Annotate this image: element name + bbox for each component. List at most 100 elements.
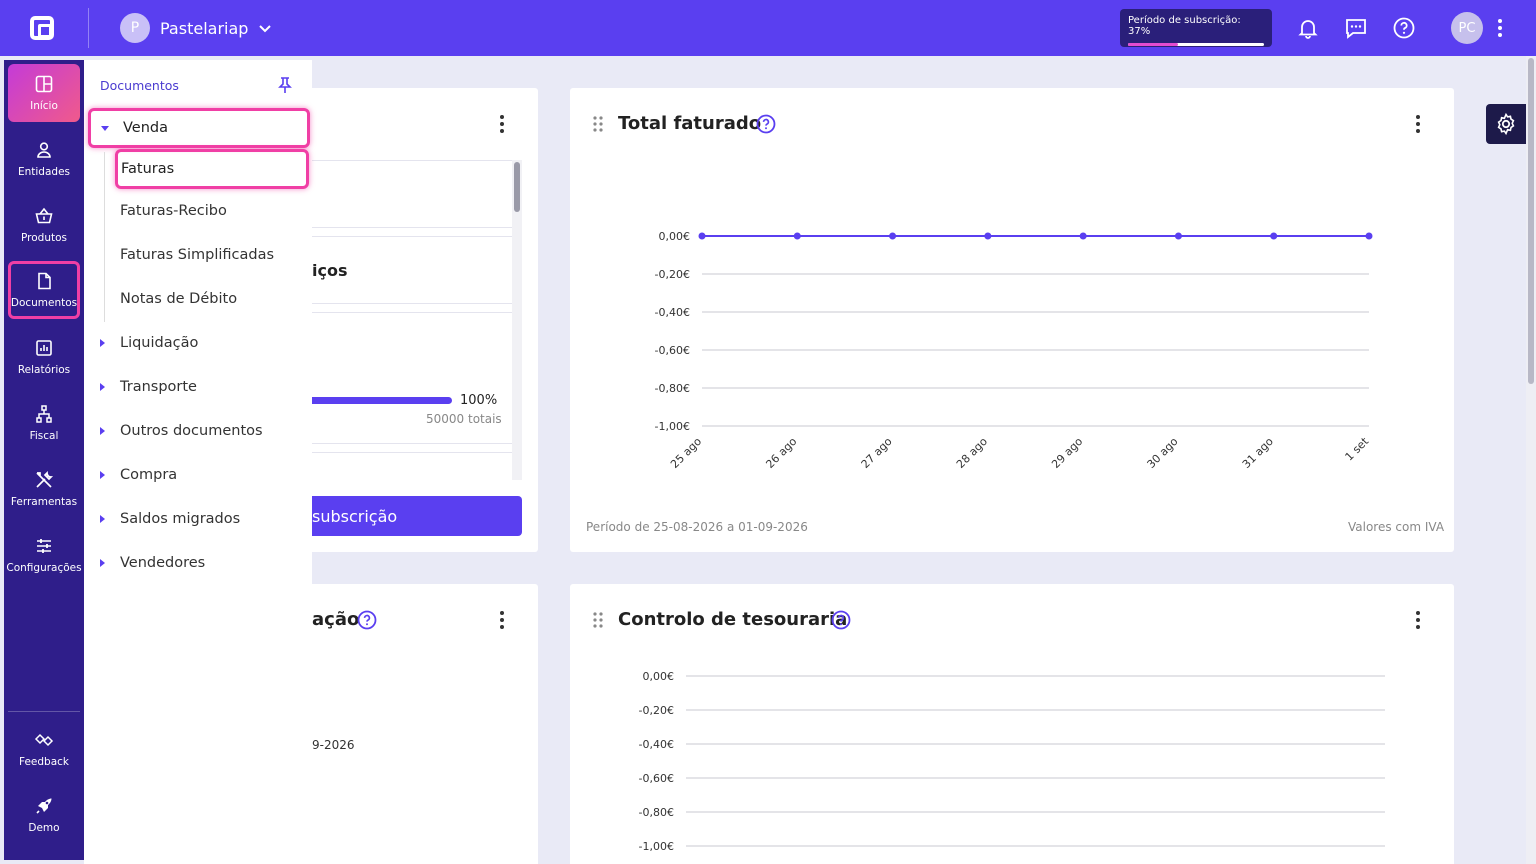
help-circle-icon[interactable] — [831, 610, 851, 630]
dashboard-settings-button[interactable] — [1486, 104, 1526, 144]
caret-right-icon — [100, 383, 105, 391]
user-icon — [37, 142, 51, 158]
data-point — [1079, 232, 1087, 240]
menu-group-transporte[interactable]: Transporte — [100, 379, 197, 395]
nav-demo[interactable]: Demo — [8, 786, 80, 844]
nav-label: Relatórios — [17, 364, 71, 376]
data-point — [1174, 232, 1182, 240]
subscription-button[interactable]: subscrição — [312, 496, 522, 536]
pin-icon[interactable] — [277, 76, 293, 94]
menu-item-label: Faturas — [121, 161, 175, 177]
menu-group-vendedores[interactable]: Vendedores — [100, 555, 205, 571]
menu-group-label: Liquidação — [120, 335, 199, 351]
bell-icon[interactable] — [1296, 16, 1320, 40]
dashboard-icon — [35, 75, 53, 93]
drag-handle-icon[interactable] — [593, 116, 603, 132]
y-tick-label: -1,00€ — [639, 840, 674, 853]
tesouraria-card — [570, 584, 1454, 864]
data-point — [1270, 232, 1278, 240]
menu-item-faturas-recibo[interactable]: Faturas-Recibo — [120, 203, 227, 219]
rail-divider — [8, 711, 80, 712]
page-scrollbar-thumb[interactable] — [1528, 58, 1534, 384]
subscription-period[interactable]: Período de subscrição: 37% — [1120, 9, 1272, 47]
menu-group-venda[interactable]: Venda — [88, 108, 310, 148]
usage-percent: 100% — [460, 393, 498, 408]
nav-fiscal[interactable]: Fiscal — [8, 394, 80, 452]
menu-group-label: Transporte — [120, 379, 197, 395]
help-circle-icon[interactable] — [756, 114, 776, 134]
y-tick-label: -0,80€ — [655, 382, 690, 395]
subscription-item — [312, 160, 514, 228]
chart-icon — [36, 340, 52, 356]
data-point — [793, 232, 801, 240]
subscription-item-heading: iços — [312, 261, 348, 280]
data-point — [984, 232, 992, 240]
help-icon[interactable] — [1392, 16, 1416, 40]
left-card-2-date: 9-2026 — [312, 738, 355, 752]
company-selector[interactable]: P Pastelariap — [120, 13, 272, 43]
y-tick-label: -0,80€ — [639, 806, 674, 819]
caret-right-icon — [100, 559, 105, 567]
rocket-icon — [36, 798, 52, 814]
nav-relatorios[interactable]: Relatórios — [8, 328, 80, 386]
card-scrollbar-thumb[interactable] — [514, 162, 520, 212]
nav-documentos[interactable]: Documentos — [8, 261, 80, 319]
menu-group-liquidacao[interactable]: Liquidação — [100, 335, 198, 351]
menu-group-saldos[interactable]: Saldos migrados — [100, 511, 240, 527]
menu-group-compra[interactable]: Compra — [100, 467, 177, 483]
y-tick-label: 0,00€ — [643, 670, 675, 683]
nav-produtos[interactable]: Produtos — [8, 196, 80, 254]
drag-handle-icon[interactable] — [593, 612, 603, 628]
sliders-icon — [37, 539, 51, 553]
card-menu-icon[interactable] — [1416, 611, 1420, 629]
menu-item-faturas-simplificadas[interactable]: Faturas Simplificadas — [120, 247, 275, 263]
card-menu-icon[interactable] — [1416, 115, 1420, 133]
y-tick-label: -1,00€ — [655, 420, 690, 433]
x-tick-label: 26 ago — [763, 435, 799, 471]
subscription-progress-bar — [1128, 43, 1264, 46]
nav-label: Fiscal — [29, 430, 59, 442]
nav-label: Demo — [28, 822, 60, 834]
nav-configuracoes[interactable]: Configurações — [6, 526, 82, 584]
help-circle-icon[interactable] — [357, 610, 377, 630]
nav-feedback[interactable]: Feedback — [8, 720, 80, 778]
nav-inicio[interactable]: Início — [8, 64, 80, 122]
card-menu-icon[interactable] — [500, 611, 504, 629]
feedback-icon — [34, 733, 54, 747]
caret-right-icon — [100, 339, 105, 347]
caret-right-icon — [100, 515, 105, 523]
total-faturado-card — [570, 88, 1454, 552]
document-icon — [38, 272, 51, 290]
usage-progress-bar — [312, 397, 452, 404]
company-avatar: P — [120, 13, 150, 43]
nav-label: Ferramentas — [10, 496, 78, 508]
menu-item-notas-debito[interactable]: Notas de Débito — [120, 291, 238, 307]
chat-icon[interactable] — [1344, 16, 1368, 40]
subscription-item: iços — [312, 236, 514, 304]
menu-item-faturas[interactable]: Faturas — [115, 149, 309, 189]
subscription-progress-fill — [1128, 43, 1179, 46]
x-tick-label: 28 ago — [954, 435, 990, 471]
x-tick-label: 31 ago — [1240, 435, 1276, 471]
nav-label: Documentos — [10, 297, 78, 309]
chart-period: Período de 25-08-2026 a 01-09-2026 — [586, 520, 808, 534]
chart-vat-note: Valores com IVA — [1348, 520, 1445, 534]
card-menu-icon[interactable] — [500, 115, 504, 133]
caret-right-icon — [100, 471, 105, 479]
page-scrollbar[interactable] — [1526, 56, 1536, 864]
x-tick-label: 25 ago — [668, 435, 704, 471]
user-avatar[interactable]: PC — [1451, 12, 1483, 44]
nav-entidades[interactable]: Entidades — [8, 130, 80, 188]
menu-group-label: Compra — [120, 467, 178, 483]
nav-ferramentas[interactable]: Ferramentas — [8, 460, 80, 518]
documentos-flyout: Documentos Venda Faturas Faturas-Recibo … — [84, 60, 312, 864]
app-logo-icon[interactable] — [28, 14, 58, 42]
more-vertical-icon[interactable] — [1490, 16, 1510, 40]
chevron-down-icon — [259, 25, 272, 33]
tesouraria-chart: 0,00€ -0,20€ -0,40€ -0,60€ -0,80€ -1,00€ — [639, 670, 1385, 853]
total-faturado-chart: 0,00€ -0,20€ -0,40€ -0,60€ -0,80€ -1,00€ 25 ag… — [655, 230, 1373, 471]
card-scrollbar[interactable] — [512, 160, 522, 480]
menu-group-outros[interactable]: Outros documentos — [100, 423, 263, 439]
x-tick-label: 30 ago — [1145, 435, 1181, 471]
menu-group-label: Outros documentos — [120, 423, 263, 439]
